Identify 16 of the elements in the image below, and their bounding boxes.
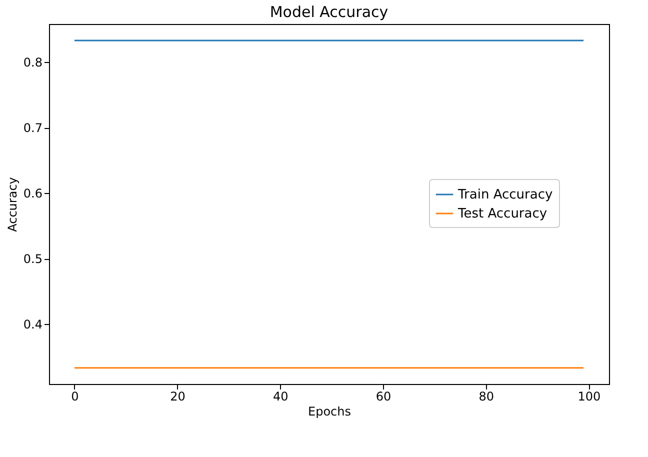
x-tick-label: 40 xyxy=(273,390,288,404)
y-tick-label: 0.8 xyxy=(23,56,42,70)
x-tick-label: 100 xyxy=(578,390,601,404)
x-tick-label: 60 xyxy=(376,390,392,404)
legend-label: Train Accuracy xyxy=(457,188,553,202)
y-tick-label: 0.5 xyxy=(23,252,42,266)
x-axis-title: Epochs xyxy=(308,404,351,418)
y-tick-label: 0.6 xyxy=(23,186,42,201)
chart-title: Model Accuracy xyxy=(270,3,388,21)
legend-label: Test Accuracy xyxy=(457,206,548,222)
y-tick-label: 0.7 xyxy=(23,121,42,136)
x-tick-label: 20 xyxy=(170,390,186,404)
x-tick-label: 0 xyxy=(71,390,79,404)
y-tick-label: 0.4 xyxy=(23,317,42,332)
y-axis-title: Accuracy xyxy=(5,177,20,232)
x-tick-label: 80 xyxy=(478,390,494,404)
